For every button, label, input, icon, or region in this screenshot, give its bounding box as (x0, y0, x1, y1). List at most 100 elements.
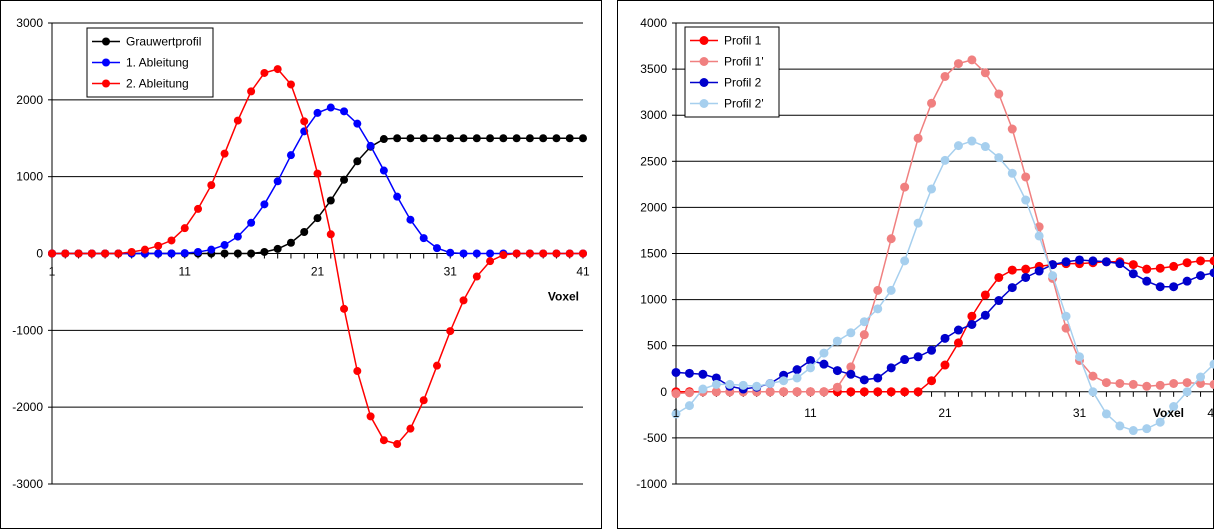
data-point (419, 396, 428, 405)
data-point (832, 366, 842, 376)
data-point (859, 375, 869, 385)
y-tick-label: -2000 (12, 400, 43, 414)
legend-label: Grauwertprofil (126, 35, 201, 49)
data-point (326, 230, 335, 239)
y-tick-label: -500 (643, 431, 667, 445)
data-point (1101, 378, 1111, 388)
data-point (1007, 265, 1017, 275)
x-tick-label: 21 (311, 265, 325, 279)
data-point (940, 333, 950, 343)
data-point (994, 153, 1004, 163)
data-point (886, 387, 896, 397)
data-point (792, 387, 802, 397)
data-point (806, 355, 815, 365)
data-point (1021, 195, 1031, 205)
data-point (873, 387, 883, 397)
data-point (61, 249, 70, 258)
data-point (1034, 231, 1044, 241)
legend-item-profil-2: Profil 2' (690, 97, 764, 111)
data-point (832, 336, 842, 346)
data-point (114, 249, 123, 258)
data-point (432, 134, 441, 143)
data-point (1007, 283, 1017, 293)
data-point (406, 424, 415, 433)
legend-label: Profil 2' (724, 97, 764, 111)
x-axis-title: Voxel (1153, 406, 1184, 420)
data-point (859, 317, 869, 327)
data-point (353, 157, 362, 166)
data-point (273, 244, 282, 253)
data-point (980, 290, 990, 300)
y-tick-label: 3500 (640, 62, 667, 76)
data-point (980, 142, 990, 152)
data-point (953, 59, 963, 69)
data-point (1021, 172, 1031, 182)
data-point (525, 249, 534, 258)
data-point (1209, 256, 1214, 266)
data-point (194, 204, 203, 213)
data-point (913, 218, 923, 228)
data-point (326, 103, 335, 112)
data-point (512, 134, 521, 143)
data-point (1007, 168, 1017, 178)
data-point (194, 247, 203, 256)
legend-item-grauwertprofil: Grauwertprofil (92, 35, 201, 49)
data-point (220, 241, 229, 250)
data-point (752, 381, 762, 391)
y-tick-label: 1000 (16, 170, 43, 184)
y-tick-label: 3000 (640, 108, 667, 122)
legend-item-profil-2: Profil 2 (690, 76, 762, 90)
data-point (1061, 311, 1071, 321)
data-point (900, 355, 910, 365)
legend-item-profil-1: Profil 1' (690, 55, 764, 69)
data-point (684, 388, 694, 398)
x-tick-label: 31 (444, 265, 458, 279)
data-point (459, 296, 468, 305)
data-point (792, 365, 802, 375)
legend-marker (699, 36, 709, 45)
data-point (101, 249, 110, 258)
legend-marker (699, 99, 709, 108)
legend-item-2-ableitung: 2. Ableitung (92, 77, 189, 91)
y-tick-label: 0 (36, 247, 43, 261)
data-point (1128, 426, 1138, 436)
data-point (1115, 421, 1125, 431)
data-point (1169, 282, 1179, 292)
y-tick-label: 2500 (640, 154, 667, 168)
data-point (1088, 371, 1098, 381)
data-point (819, 348, 829, 358)
data-point (313, 214, 322, 223)
data-point (725, 379, 735, 389)
data-point (207, 245, 216, 254)
x-tick-label: 11 (804, 406, 817, 420)
data-point (1034, 266, 1044, 276)
data-point (313, 108, 322, 117)
data-point (913, 352, 923, 362)
data-point (247, 218, 256, 227)
data-point (273, 65, 282, 74)
data-point (459, 249, 468, 258)
data-point (953, 325, 963, 335)
data-point (1061, 323, 1071, 333)
data-point (539, 134, 548, 143)
series-line-grauwertprofil (52, 137, 583, 255)
y-tick-label: 500 (647, 339, 667, 353)
y-tick-label: 0 (660, 385, 667, 399)
data-point (1128, 379, 1138, 389)
data-point (927, 98, 937, 108)
legend: Grauwertprofil 1. Ableitung 2. Ableitung (86, 27, 214, 98)
data-point (74, 249, 83, 258)
data-point (552, 134, 561, 143)
data-point (167, 249, 176, 258)
data-point (779, 387, 789, 397)
series-line-1-ableitung (52, 106, 583, 255)
data-point (207, 181, 216, 190)
data-point (1169, 261, 1179, 271)
data-point (300, 117, 309, 126)
x-tick-label: 21 (938, 406, 952, 420)
data-point (393, 440, 402, 449)
x-tick-label: 1 (49, 265, 56, 279)
data-point (260, 247, 269, 256)
data-point (1196, 372, 1206, 382)
data-point (379, 166, 388, 175)
